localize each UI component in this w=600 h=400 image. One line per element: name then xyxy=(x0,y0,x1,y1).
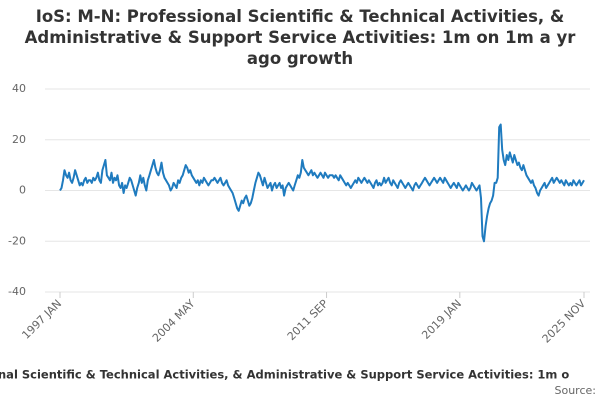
y-tick-label: -20 xyxy=(8,234,26,247)
chart-title: IoS: M-N: Professional Scientific & Tech… xyxy=(24,7,576,68)
y-tick-label: -40 xyxy=(8,285,26,298)
x-tick-label: 2004 MAY xyxy=(150,297,198,345)
x-tick-label: 2019 JAN xyxy=(419,297,464,342)
x-tick-label: 2025 NOV xyxy=(540,297,589,346)
source: Source: xyxy=(555,384,597,397)
series-line xyxy=(59,123,585,243)
y-tick-label: 0 xyxy=(19,184,26,197)
x-tick-label: 2011 SEP xyxy=(285,297,331,343)
x-tick-label: 1997 JAN xyxy=(19,297,64,342)
footer-title: nal Scientific & Technical Activities, &… xyxy=(0,368,569,382)
y-tick-label: 20 xyxy=(12,133,26,146)
y-tick-label: 40 xyxy=(12,82,26,95)
